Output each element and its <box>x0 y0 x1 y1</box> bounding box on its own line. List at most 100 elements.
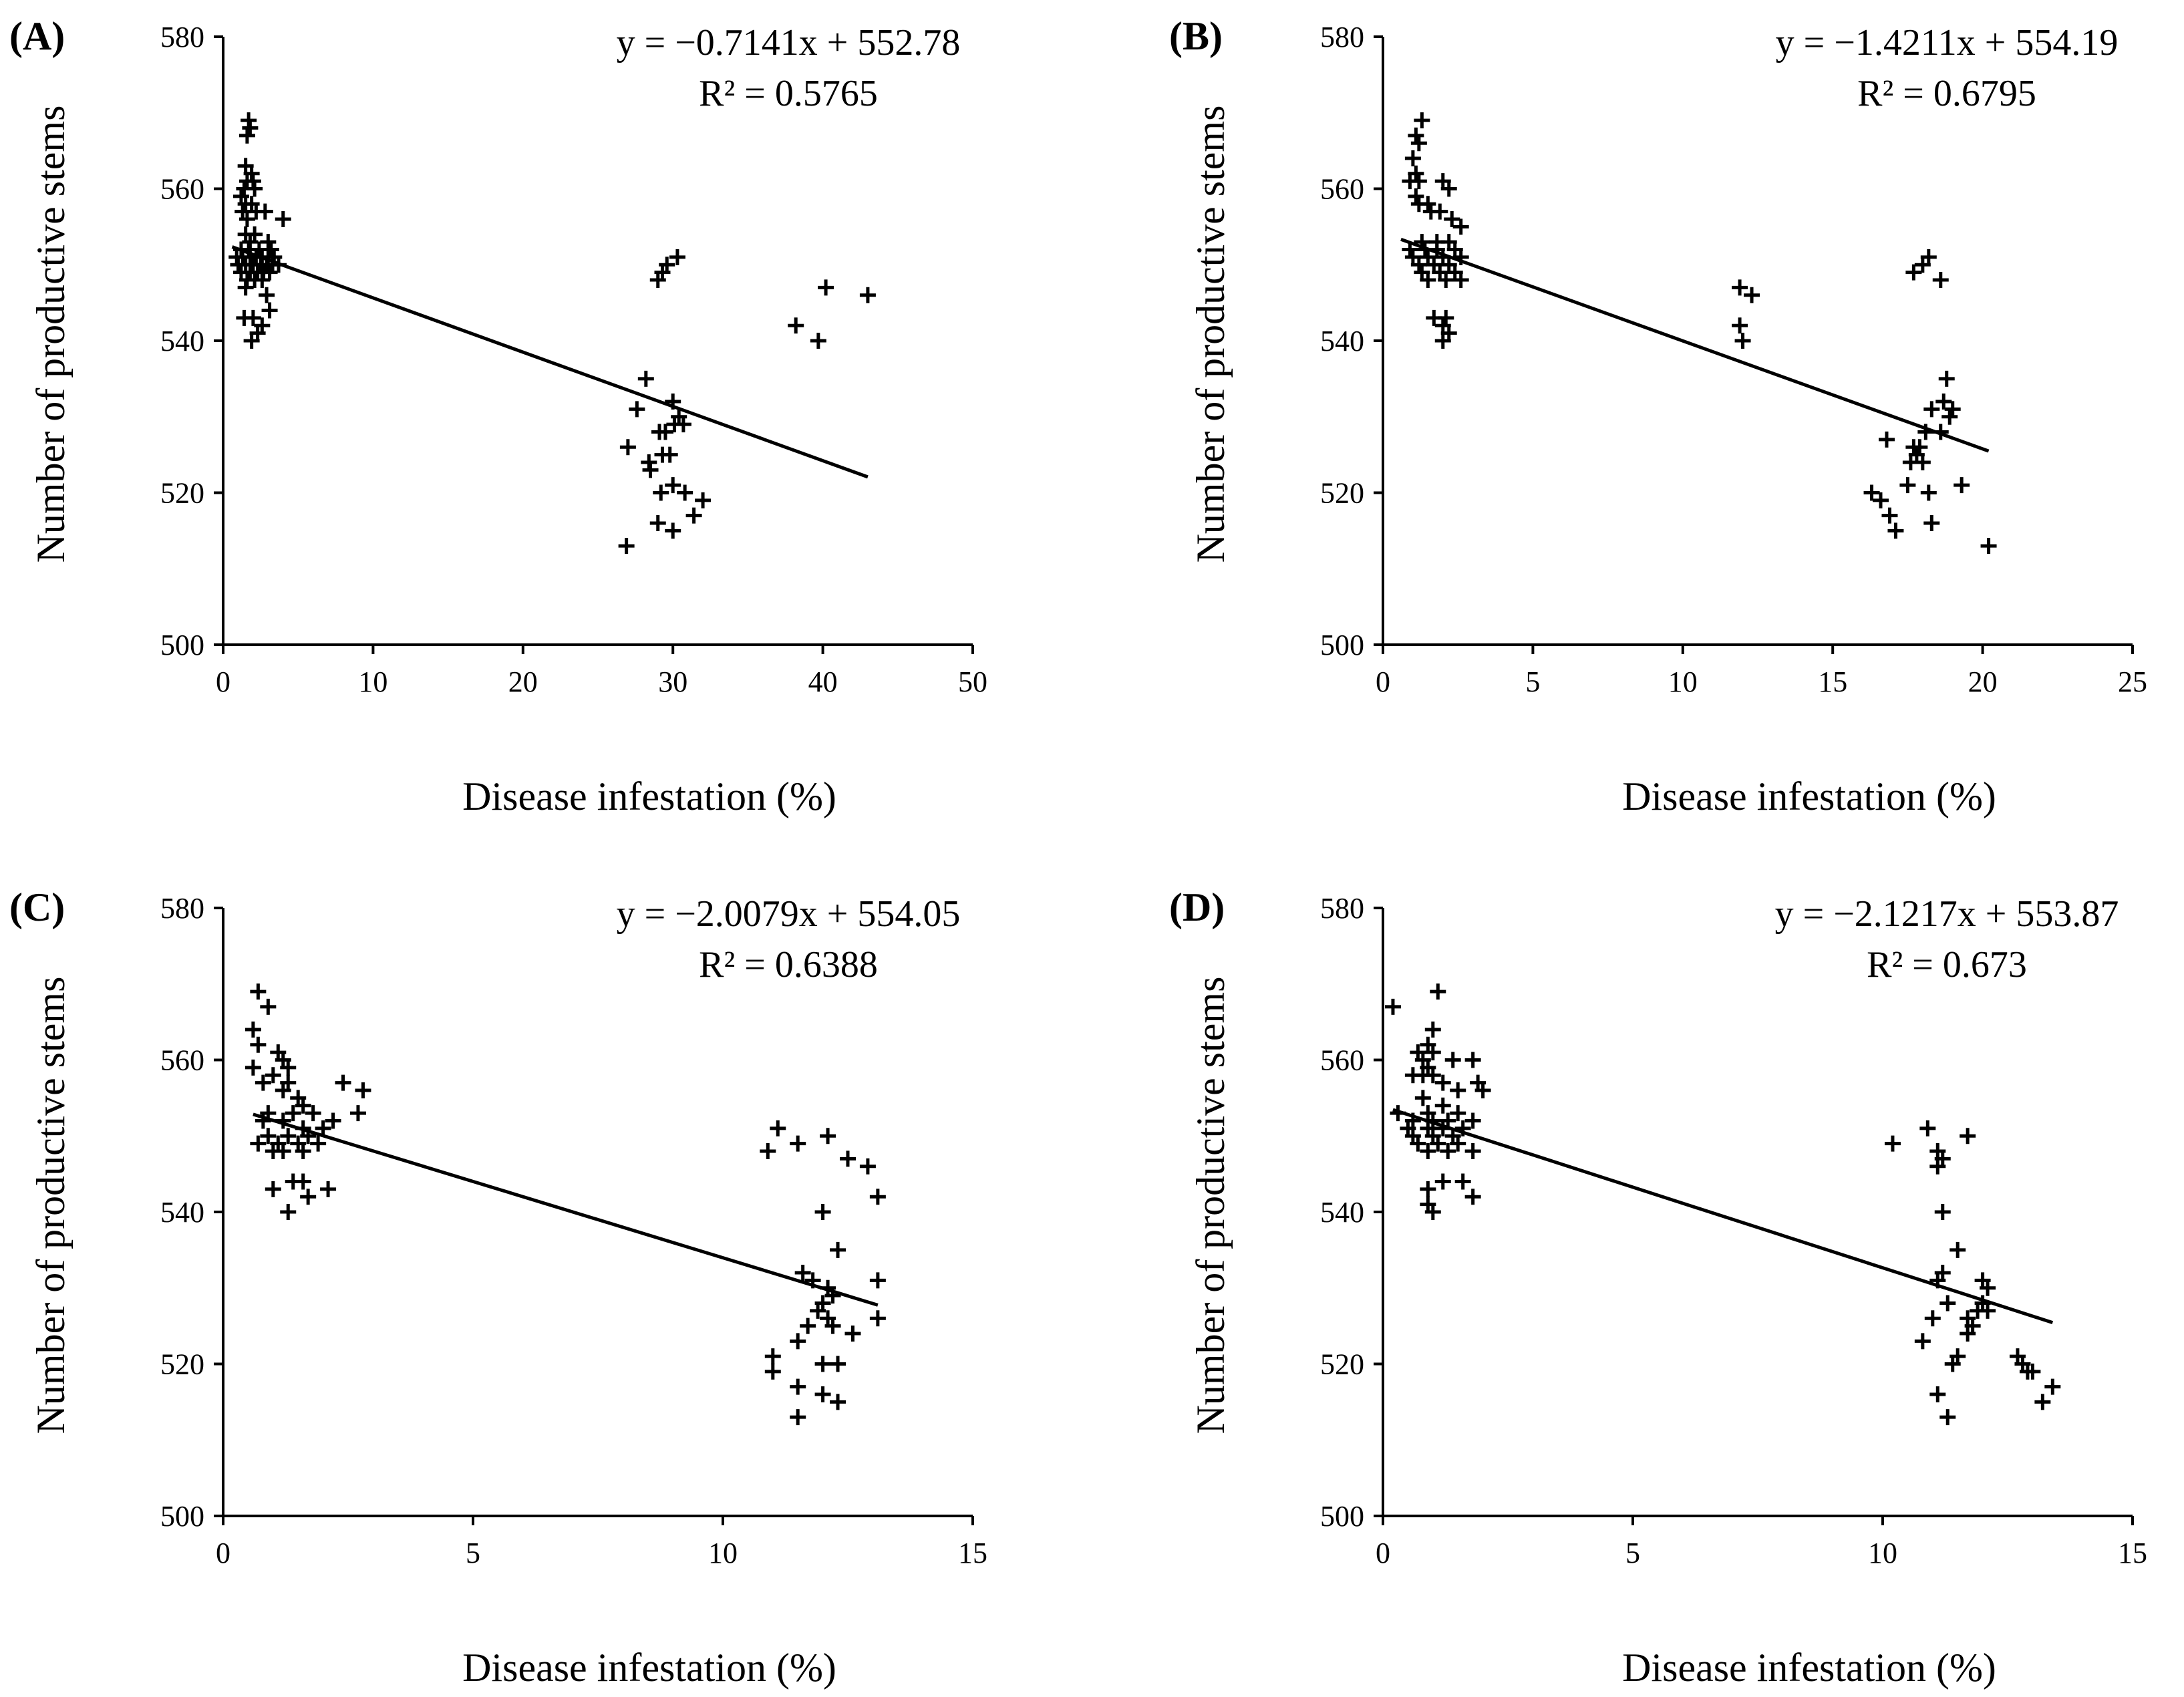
panel-d-data-point <box>1464 1052 1481 1068</box>
panel-c-data-point <box>869 1310 886 1327</box>
panel-d-r-squared: R² = 0.673 <box>1867 944 2027 985</box>
panel-c-data-point <box>814 1386 831 1402</box>
panel-a-y-tick-label: 580 <box>160 21 204 53</box>
panel-c-y-tick-label: 560 <box>160 1044 204 1077</box>
panel-d-y-tick-label: 560 <box>1320 1044 1364 1077</box>
panel-d-data-point <box>1434 1074 1451 1091</box>
panel-c-x-tick-label: 5 <box>466 1537 480 1569</box>
panel-b-data-point <box>1914 454 1931 470</box>
panel-b-x-axis-label: Disease infestation (%) <box>1622 774 1996 818</box>
panel-a-data-point <box>242 120 259 136</box>
panel-a-data-point <box>619 439 636 456</box>
panel-c-data-point <box>790 1333 806 1350</box>
panel-b-data-point <box>1732 279 1748 296</box>
panel-c-plot-area: 0 5 10 15 500 520 540 560 580 <box>160 892 987 1569</box>
panel-d-data-point <box>1420 1143 1436 1159</box>
panel-a-data-point <box>653 484 669 501</box>
panel-b-y-tick-label: 580 <box>1320 21 1364 53</box>
panel-a-x-tick-label: 50 <box>958 665 987 698</box>
panel-a-x-tick-label: 40 <box>808 665 838 698</box>
panel-d: (D) y = −2.1217x + 553.87 R² = 0.673 Num… <box>1169 885 2147 1690</box>
panel-a-x-tick-label: 20 <box>508 665 538 698</box>
panel-a-data-point <box>669 249 685 265</box>
panel-b-data-point <box>1732 317 1748 334</box>
panel-b-y-tick-label: 500 <box>1320 629 1364 661</box>
panel-b-x-tick-label: 0 <box>1376 665 1390 698</box>
panel-c-data-point <box>250 1036 267 1053</box>
panel-a-x-tick-label: 30 <box>658 665 687 698</box>
panel-c-data-point <box>310 1135 327 1152</box>
panel-c-y-tick-label: 540 <box>160 1196 204 1229</box>
panel-b-r-squared: R² = 0.6795 <box>1857 73 2036 114</box>
panel-a-y-axis-label: Number of productive stems <box>29 106 73 563</box>
panel-c-data-point <box>824 1318 841 1334</box>
panel-a-data-point <box>261 264 278 281</box>
panel-b-x-tick-label: 25 <box>2118 665 2147 698</box>
panel-b-y-tick-label: 560 <box>1320 173 1364 206</box>
panel-a-equation: y = −0.7141x + 552.78 <box>617 22 961 63</box>
panel-d-data-point <box>1960 1128 1976 1144</box>
panel-c-data-point <box>245 1059 261 1076</box>
panel-a-y-tick-label: 560 <box>160 173 204 206</box>
panel-b-data-point <box>1980 538 1997 555</box>
panel-b-data-point <box>1878 431 1895 448</box>
panel-b-x-tick-label: 10 <box>1668 665 1698 698</box>
panel-a-r-squared: R² = 0.5765 <box>699 73 878 114</box>
panel-a-data-point <box>859 287 876 303</box>
panel-d-y-axis-label: Number of productive stems <box>1189 977 1233 1434</box>
panel-d-data-point <box>1960 1326 1976 1342</box>
panel-b-y-tick-label: 520 <box>1320 477 1364 510</box>
panel-d-data-point <box>1929 1158 1946 1175</box>
panel-c-data-point <box>830 1241 846 1258</box>
panel-c-data-point <box>260 998 277 1015</box>
panel-c-x-axis-label: Disease infestation (%) <box>462 1646 836 1690</box>
panel-d-data-point <box>1410 1135 1426 1152</box>
panel-c-data-point <box>295 1143 311 1159</box>
panel-b-data-point <box>1873 492 1889 508</box>
panel-b-data-point <box>1911 439 1928 456</box>
panel-d-data-point <box>2034 1394 2051 1410</box>
panel-d-data-point <box>1939 1295 1956 1312</box>
panel-c-y-axis-label: Number of productive stems <box>29 977 73 1434</box>
panel-c-data-point <box>814 1356 831 1372</box>
panel-b-data-point <box>1410 135 1427 152</box>
panel-b-data-point <box>1438 272 1454 288</box>
panel-d-label: (D) <box>1169 885 1225 929</box>
panel-c-data-point <box>260 1128 277 1144</box>
panel-a-y-tick-label: 500 <box>160 629 204 661</box>
panel-d-y-tick-label: 580 <box>1320 892 1364 925</box>
panel-d-data-point <box>1919 1120 1936 1136</box>
panel-a-data-point <box>665 477 681 494</box>
panel-b-data-point <box>1932 272 1949 288</box>
panel-b-data-point <box>1941 408 1958 425</box>
panel-d-data-point <box>1949 1241 1966 1258</box>
panel-d-data-point <box>1420 1181 1436 1197</box>
panel-d-equation: y = −2.1217x + 553.87 <box>1775 893 2119 935</box>
panel-d-data-point <box>1884 1135 1901 1152</box>
panel-d-data-point <box>2044 1378 2061 1395</box>
panel-a-x-tick-label: 10 <box>358 665 387 698</box>
panel-a-data-point <box>810 333 826 349</box>
panel-b-data-point <box>1408 188 1424 204</box>
panel-d-data-point <box>1430 1135 1446 1152</box>
panel-a-data-point <box>243 333 260 349</box>
panel-c-equation: y = −2.0079x + 554.05 <box>617 893 961 935</box>
panel-b-data-point <box>1432 203 1448 220</box>
panel-a-data-point <box>275 211 291 227</box>
panel-a-data-point <box>695 492 712 508</box>
panel-c-data-point <box>265 1181 281 1197</box>
panel-a: (A) y = −0.7141x + 552.78 R² = 0.5765 Nu… <box>9 14 987 818</box>
panel-d-data-point <box>1454 1173 1471 1190</box>
panel-b-data-point <box>1944 401 1961 418</box>
panel-c-data-point <box>830 1394 846 1410</box>
panel-d-x-tick-label: 5 <box>1625 1537 1640 1569</box>
panel-a-data-point <box>254 272 271 288</box>
panel-d-data-point <box>1474 1082 1491 1098</box>
panel-c-y-tick-label: 500 <box>160 1500 204 1533</box>
panel-a-data-point <box>649 515 666 531</box>
panel-d-data-point <box>1434 1173 1451 1190</box>
panel-d-data-point <box>1424 1044 1441 1061</box>
panel-d-y-tick-label: 520 <box>1320 1348 1364 1381</box>
panel-b-data-point <box>1410 257 1427 273</box>
